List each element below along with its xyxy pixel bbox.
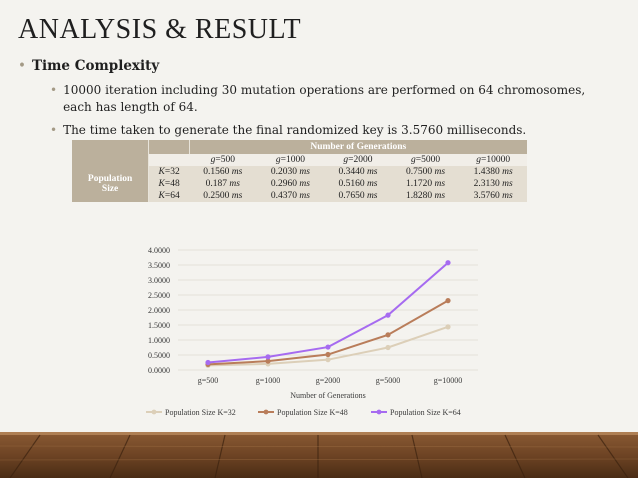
y-tick-label: 4.0000: [148, 246, 170, 255]
y-tick-label: 2.0000: [148, 306, 170, 315]
bullet-dot-icon: •: [50, 123, 58, 137]
data-point: [445, 298, 451, 304]
y-tick-label: 0.5000: [148, 351, 170, 360]
y-tick-label: 3.5000: [148, 261, 170, 270]
table-cell: 0.2030 ms: [256, 166, 325, 178]
table-cell: 0.3440 ms: [324, 166, 392, 178]
table-cell: 3.5760 ms: [459, 190, 527, 202]
y-tick-label: 3.0000: [148, 276, 170, 285]
table-col-header: g=2000: [324, 154, 392, 166]
table-cell: 2.3130 ms: [459, 178, 527, 190]
data-point: [265, 358, 271, 364]
table-cell: 0.187 ms: [189, 178, 257, 190]
data-point: [265, 354, 271, 360]
legend-marker: [263, 409, 269, 415]
bullet-main-text: Time Complexity: [31, 58, 160, 74]
table-cell: 0.4370 ms: [256, 190, 325, 202]
table-corner-cell: [72, 154, 150, 166]
x-tick-label: g=5000: [376, 376, 401, 385]
data-point: [385, 312, 391, 318]
table-cell: 0.5160 ms: [324, 178, 392, 190]
line-chart: 0.0000 0.5000 1.0000 1.5000 2.0000 2.5000 3.00…: [146, 246, 478, 417]
legend-marker: [376, 409, 382, 415]
table-col-header: g=1000: [256, 154, 325, 166]
table-row: K=64 0.2500 ms 0.4370 ms 0.7650 ms 1.828…: [72, 190, 527, 202]
table-row: Population Size K=32 0.1560 ms 0.2030 ms …: [72, 166, 527, 202]
x-axis-label: Number of Generations: [290, 391, 366, 400]
table-row-label: K=32: [148, 166, 190, 178]
legend-label: Population Size K=48: [277, 408, 348, 417]
legend-label: Population Size K=64: [390, 408, 461, 417]
table-row: K=48 0.187 ms 0.2960 ms 0.5160 ms 1.1720…: [72, 178, 527, 190]
slide-title: ANALYSIS & RESULT: [18, 14, 302, 45]
x-tick-label: g=500: [198, 376, 219, 385]
table-cell: 0.2960 ms: [256, 178, 325, 190]
table-subheader-row: g=500 g=1000 g=2000 g=5000 g=10000: [72, 154, 527, 166]
x-tick-label: g=2000: [316, 376, 341, 385]
table-cell: 1.4380 ms: [459, 166, 527, 178]
data-point: [385, 332, 391, 338]
table-corner-cell: [72, 140, 150, 154]
bullet-time-taken-text: The time taken to generate the final ran…: [63, 123, 527, 137]
table-header-generations: Number of Generations: [189, 140, 527, 154]
table-cell: 1.1720 ms: [391, 178, 460, 190]
table-header-row: Number of Generations: [72, 140, 527, 154]
data-point: [325, 344, 331, 350]
data-point: [385, 344, 391, 351]
bullet-dot-icon: •: [18, 58, 26, 74]
bullet-time-taken: • The time taken to generate the final ra…: [50, 122, 620, 139]
wood-floor-decoration: [0, 432, 638, 478]
generations-table: Number of Generations g=500 g=1000 g=200…: [72, 140, 527, 202]
y-tick-label: 1.0000: [148, 336, 170, 345]
bullet-time-complexity: • Time Complexity: [18, 58, 159, 74]
table-cell: 0.2500 ms: [189, 190, 257, 202]
y-tick-label: 2.5000: [148, 291, 170, 300]
table-col-header: g=500: [189, 154, 257, 166]
data-point: [205, 359, 211, 366]
bullet-iterations: • 10000 iteration including 30 mutation o…: [50, 82, 620, 116]
table-cell: 0.1560 ms: [189, 166, 257, 178]
table-cell: 0.7500 ms: [391, 166, 460, 178]
table-col-header: g=5000: [391, 154, 460, 166]
data-point: [325, 357, 331, 363]
x-tick-label: g=1000: [256, 376, 281, 385]
table-row-group-label: Population Size: [72, 166, 150, 202]
table-row-label: K=48: [148, 178, 190, 190]
legend-label: Population Size K=32: [165, 408, 236, 417]
table-col-header: g=10000: [459, 154, 527, 166]
x-tick-label: g=10000: [434, 376, 463, 385]
table-row-label: K=64: [148, 190, 190, 202]
y-tick-label: 1.5000: [148, 321, 170, 330]
table-corner-cell: [148, 154, 190, 166]
data-point: [445, 324, 451, 330]
bullet-dot-icon: •: [50, 83, 58, 97]
table-cell: 1.8280 ms: [391, 190, 460, 202]
data-point: [445, 260, 451, 266]
legend-marker: [151, 409, 157, 415]
table-cell: 0.7650 ms: [324, 190, 392, 202]
y-tick-label: 0.0000: [148, 366, 170, 375]
data-point: [325, 351, 331, 358]
table-corner-cell: [148, 140, 190, 154]
bullet-iterations-text: 10000 iteration including 30 mutation op…: [63, 83, 586, 114]
